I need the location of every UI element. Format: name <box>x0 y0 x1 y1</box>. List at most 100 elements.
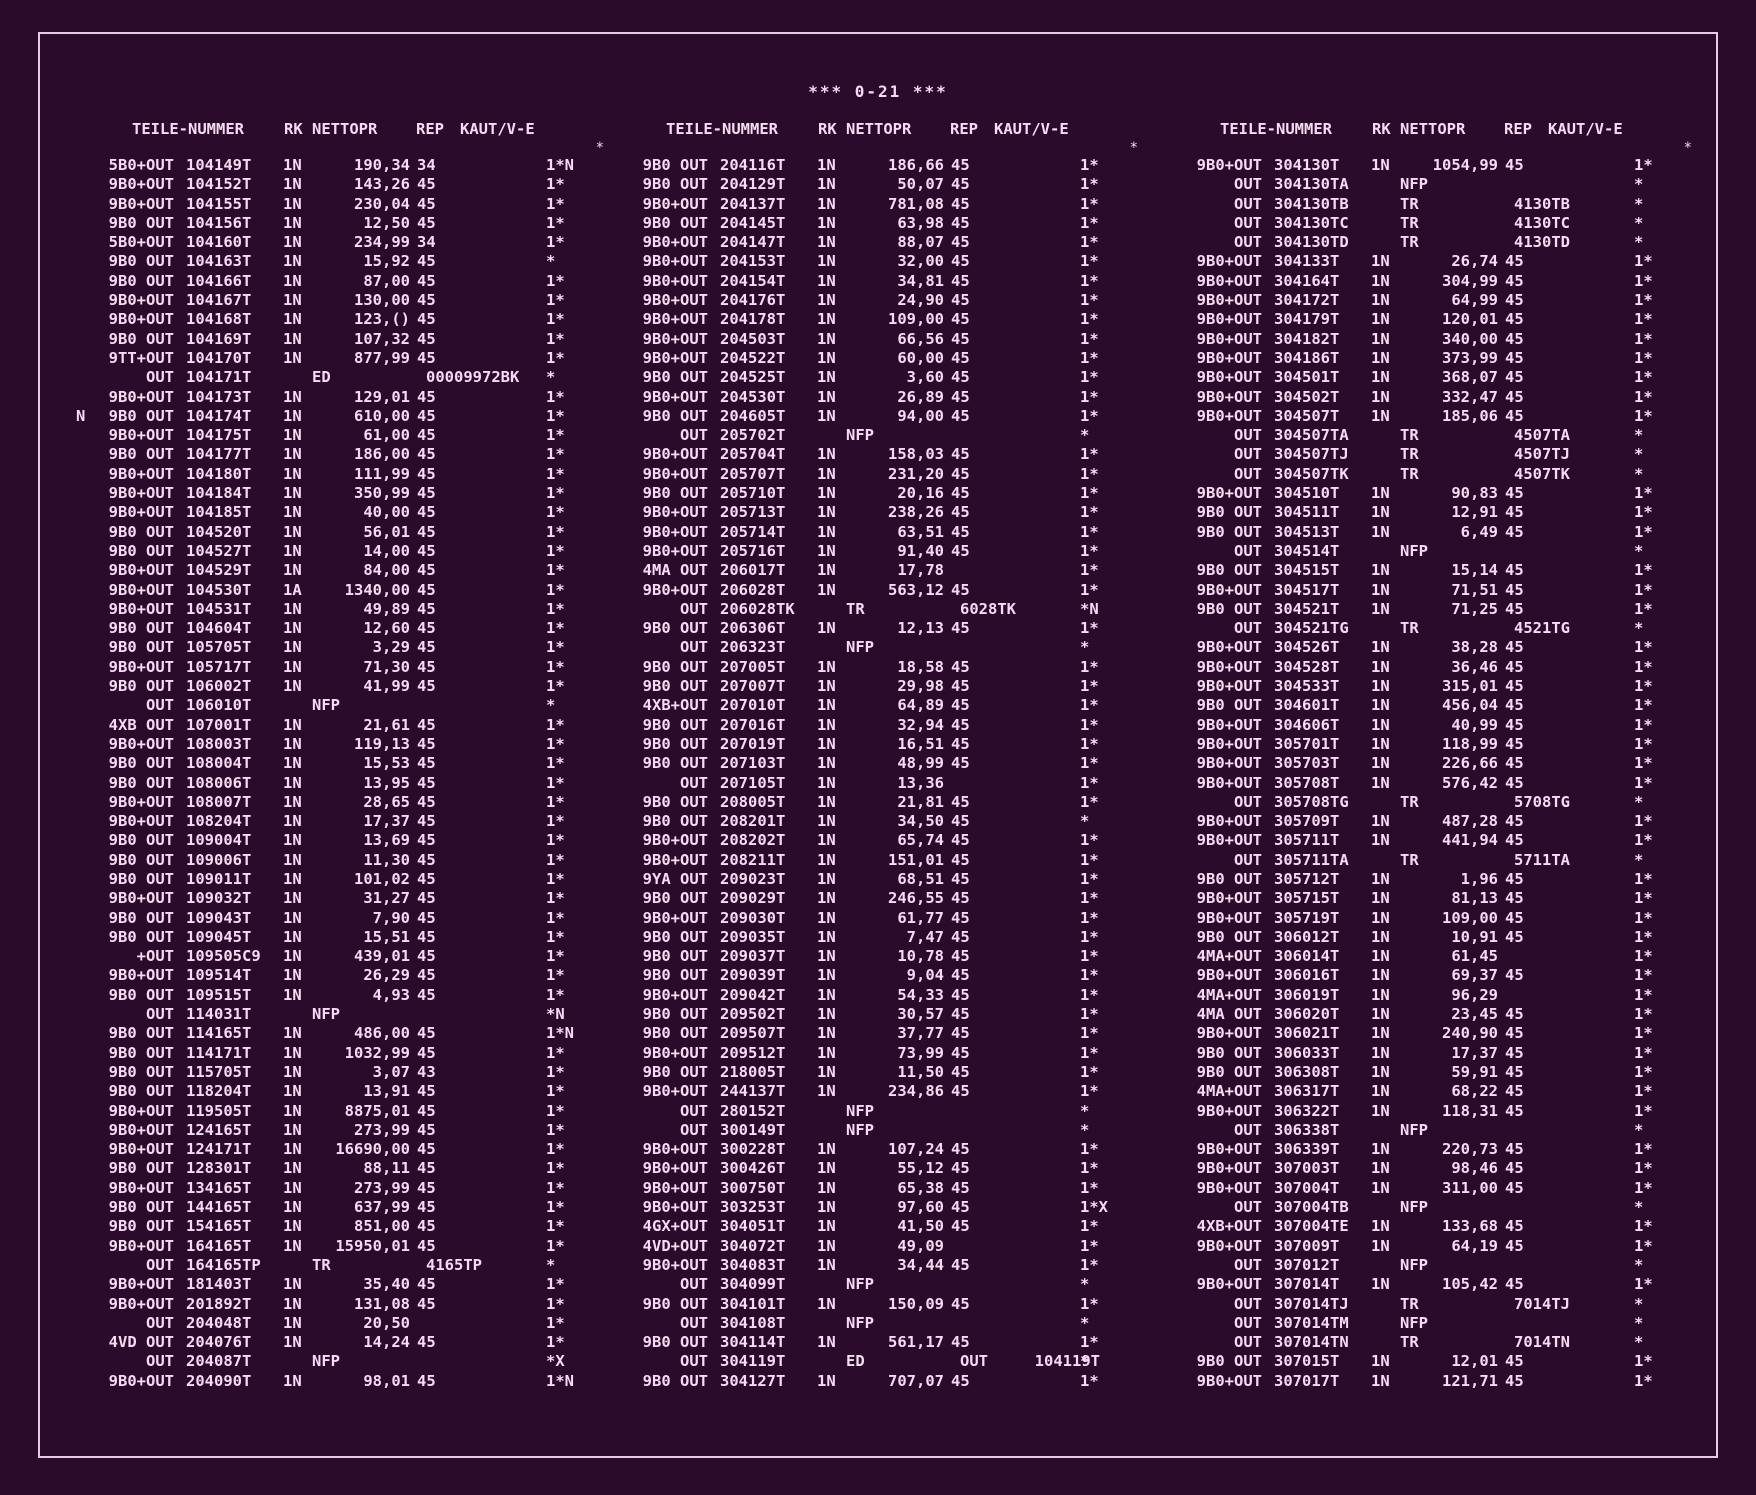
row-part-number: 304130TB <box>1274 194 1349 213</box>
row-part-number: 206028T <box>720 580 786 599</box>
row-kaut: 1* <box>1080 1217 1099 1236</box>
row-part-number: 205702T <box>720 426 786 445</box>
row-part-number: 304101T <box>720 1294 786 1313</box>
table-row: 9B0+OUT 303253T 1N 97,60 45 1*X <box>610 1198 1150 1217</box>
table-row: 9B0+OUT 204090T 1N 98,01 45 1*N <box>76 1372 616 1391</box>
row-nettopr: 456,04 <box>1442 696 1498 715</box>
row-rep: 45 <box>417 464 436 483</box>
row-rk: 1N <box>817 1024 836 1043</box>
table-row: 9B0+OUT 204137T 1N 781,08 45 1* <box>610 195 1150 214</box>
row-kaut: *N <box>546 1005 565 1024</box>
row-part-number: 105705T <box>186 638 252 657</box>
table-row: 9B0+OUT 304502T 1N 332,47 45 1* <box>1164 388 1704 407</box>
table-row: 9B0 OUT 114165T 1N 486,00 45 1*N <box>76 1024 616 1043</box>
row-prefix: 9B0+OUT <box>1196 271 1262 290</box>
row-part-number: 206028TK <box>720 599 795 618</box>
row-status: NFP <box>846 1313 874 1332</box>
row-prefix: 9B0 OUT <box>108 1159 174 1178</box>
column-header: TEILE-NUMMER RK NETTOPR REP KAUT/V-E <box>76 120 616 140</box>
row-kaut: 1* <box>546 927 565 946</box>
table-row: 9B0 OUT 144165T 1N 637,99 45 1* <box>76 1198 616 1217</box>
row-kaut: 1* <box>1634 599 1653 618</box>
row-nettopr: 234,99 <box>354 233 410 252</box>
row-nettopr: 23,45 <box>1451 1005 1498 1024</box>
row-kaut: 1* <box>1634 1275 1653 1294</box>
row-nettopr: 105,42 <box>1442 1275 1498 1294</box>
table-row: 9B0+OUT 306016T 1N 69,37 45 1* <box>1164 966 1704 985</box>
row-rk: 1N <box>1371 271 1390 290</box>
row-kaut: 1* <box>1080 985 1099 1004</box>
row-nettopr: 21,61 <box>363 715 410 734</box>
table-row: OUT 304130TA NFP * <box>1164 175 1704 194</box>
row-kaut: 1* <box>1080 329 1099 348</box>
row-kaut: * <box>1634 464 1644 483</box>
table-row: 9B0 OUT 209039T 1N 9,04 45 1* <box>610 966 1150 985</box>
row-kaut: 1* <box>1634 156 1653 174</box>
table-row: OUT 207105T 1N 13,36 1* <box>610 774 1150 793</box>
row-part-number: 205713T <box>720 503 786 522</box>
row-rk: 1N <box>1371 580 1390 599</box>
row-rep: 45 <box>1505 291 1524 310</box>
row-rk: 1N <box>1371 657 1390 676</box>
table-row: 9B0 OUT 154165T 1N 851,00 45 1* <box>76 1217 616 1236</box>
row-prefix: 9B0+OUT <box>108 503 174 522</box>
row-rk: 1N <box>817 522 836 541</box>
row-flag: N <box>76 406 86 425</box>
row-rep: 45 <box>1505 1101 1524 1120</box>
row-rep: 45 <box>951 271 970 290</box>
row-kaut: 1* <box>1080 657 1099 676</box>
row-nettopr: 12,01 <box>1451 1352 1498 1371</box>
row-nettopr: 13,95 <box>363 773 410 792</box>
row-part-number: 118204T <box>186 1082 252 1101</box>
row-prefix: 9B0 OUT <box>1196 869 1262 888</box>
row-part-number: 109032T <box>186 889 252 908</box>
row-rk: 1N <box>283 1062 302 1081</box>
row-rk: 1N <box>1371 329 1390 348</box>
row-kaut: 1* <box>1634 271 1653 290</box>
row-status: NFP <box>846 638 874 657</box>
row-rep: 45 <box>417 329 436 348</box>
row-rk: 1N <box>283 1294 302 1313</box>
row-prefix: 9B0 OUT <box>108 1082 174 1101</box>
table-row: 9B0+OUT 108003T 1N 119,13 45 1* <box>76 735 616 754</box>
row-part-number: 104529T <box>186 561 252 580</box>
row-prefix: 9B0+OUT <box>642 1198 708 1217</box>
row-kaut: 1* <box>1634 927 1653 946</box>
row-reference: 4507TA <box>1514 426 1570 445</box>
table-row: OUT 307004TB NFP * <box>1164 1198 1704 1217</box>
row-rep: 34 <box>417 156 436 174</box>
row-rk: 1N <box>817 889 836 908</box>
row-nettopr: 311,00 <box>1442 1178 1498 1197</box>
table-row: 9B0 OUT 109004T 1N 13,69 45 1* <box>76 831 616 850</box>
row-status: NFP <box>846 1275 874 1294</box>
row-prefix: 5B0+OUT <box>108 233 174 252</box>
row-kaut: * <box>1080 1275 1090 1294</box>
row-rk: 1N <box>283 445 302 464</box>
row-nettopr: 9,04 <box>906 966 944 985</box>
row-kaut: 1* <box>1634 1005 1653 1024</box>
table-row: 9TT+OUT 104170T 1N 877,99 45 1* <box>76 349 616 368</box>
row-kaut: 1* <box>1080 213 1099 232</box>
row-kaut: 1* <box>1634 310 1653 329</box>
row-prefix: 9B0+OUT <box>642 329 708 348</box>
row-kaut: 1* <box>546 1140 565 1159</box>
row-nettopr: 38,28 <box>1451 638 1498 657</box>
row-part-number: 304521T <box>1274 599 1340 618</box>
row-prefix: 9B0+OUT <box>108 291 174 310</box>
table-row: 9B0 OUT 104169T 1N 107,32 45 1* <box>76 330 616 349</box>
row-prefix: 9B0+OUT <box>642 233 708 252</box>
row-rep: 45 <box>417 580 436 599</box>
row-nettopr: 158,03 <box>888 445 944 464</box>
table-row: 9B0+OUT 306322T 1N 118,31 45 1* <box>1164 1102 1704 1121</box>
row-prefix: 9B0+OUT <box>642 464 708 483</box>
row-part-number: 304130TA <box>1274 175 1349 194</box>
row-nettopr: 37,77 <box>897 1024 944 1043</box>
table-row: 9B0+OUT 307004T 1N 311,00 45 1* <box>1164 1179 1704 1198</box>
table-row: 9B0 OUT 128301T 1N 88,11 45 1* <box>76 1159 616 1178</box>
row-prefix: 9B0+OUT <box>1196 1140 1262 1159</box>
row-rk: 1N <box>283 484 302 503</box>
row-status: NFP <box>312 696 340 715</box>
row-part-number: 108204T <box>186 812 252 831</box>
row-prefix: 9YA OUT <box>642 869 708 888</box>
row-part-number: 218005T <box>720 1062 786 1081</box>
